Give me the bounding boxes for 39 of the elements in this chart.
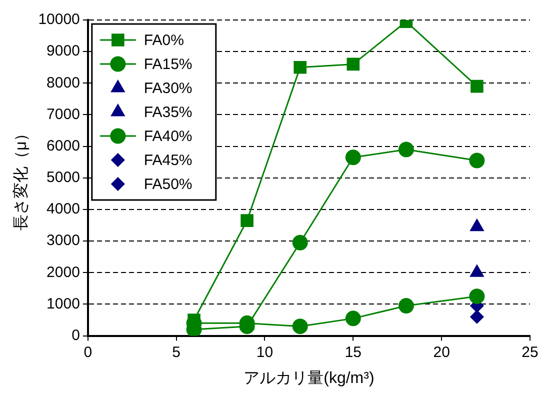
point	[398, 142, 414, 158]
y-tick-label: 3000	[46, 232, 80, 250]
point	[292, 234, 308, 250]
point	[398, 298, 414, 314]
y-tick-label: 2000	[46, 264, 80, 281]
y-tick-label: 8000	[46, 74, 80, 92]
y-tick-label: 6000	[46, 137, 80, 154]
legend-label: FA45%	[144, 152, 192, 170]
x-tick-label: 0	[84, 344, 92, 361]
x-tick-label: 5	[172, 344, 180, 361]
y-tick-label: 0	[72, 326, 80, 344]
y-axis-title: 長さ変化（μ）	[12, 125, 30, 231]
legend-label: FA30%	[144, 80, 192, 98]
y-tick-label: 1000	[46, 295, 80, 312]
point	[240, 214, 254, 227]
point	[469, 288, 485, 304]
legend-label: FA40%	[144, 128, 192, 146]
point	[346, 58, 360, 71]
legend-label: FA0%	[144, 32, 184, 50]
y-tick-label: 10000	[38, 11, 80, 28]
y-tick-label: 9000	[46, 42, 80, 60]
y-tick-label: 5000	[46, 169, 80, 186]
point	[294, 60, 307, 74]
x-tick-label: 10	[256, 344, 274, 361]
point	[469, 152, 485, 168]
point	[470, 80, 484, 93]
legend-label: FA50%	[144, 176, 192, 194]
x-tick-label: 20	[433, 344, 450, 361]
point	[292, 318, 308, 334]
point	[470, 310, 484, 324]
point	[345, 150, 361, 166]
x-tick-label: 15	[344, 344, 362, 361]
legend-label: FA35%	[144, 104, 192, 122]
x-tick-label: 25	[522, 344, 538, 361]
y-tick-label: 4000	[46, 200, 80, 218]
legend-label: FA15%	[144, 56, 192, 74]
point	[345, 310, 361, 326]
x-axis-title: アルカリ量(kg/m³)	[244, 370, 374, 387]
y-tick-label: 7000	[46, 106, 80, 123]
